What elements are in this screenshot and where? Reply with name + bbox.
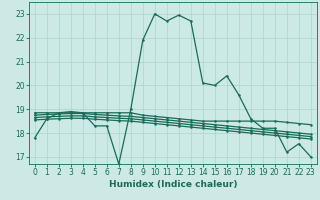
X-axis label: Humidex (Indice chaleur): Humidex (Indice chaleur) (108, 180, 237, 189)
